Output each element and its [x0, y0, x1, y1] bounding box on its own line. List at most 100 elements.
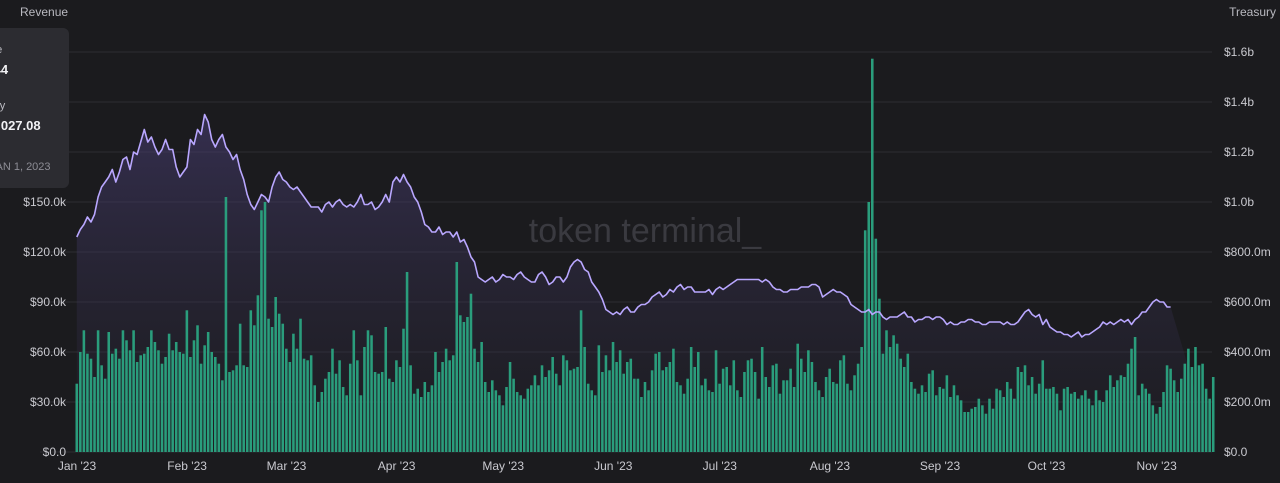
- revenue-bar: [1098, 400, 1101, 452]
- revenue-bar: [150, 330, 153, 452]
- revenue-bar: [558, 385, 562, 452]
- revenue-bar: [398, 367, 402, 452]
- revenue-bar: [970, 408, 974, 452]
- revenue-bar: [1002, 397, 1005, 452]
- revenue-bar: [824, 377, 828, 452]
- revenue-bar: [768, 387, 771, 452]
- revenue-bar: [842, 355, 846, 452]
- revenue-bar: [1201, 363, 1204, 452]
- revenue-bar: [789, 368, 792, 452]
- revenue-bar: [1211, 377, 1215, 452]
- revenue-bar: [494, 390, 498, 452]
- revenue-bar: [1037, 383, 1041, 452]
- revenue-bar: [505, 387, 508, 452]
- revenue-bar: [796, 343, 799, 452]
- tooltip-revenue-value: .44: [0, 62, 9, 77]
- revenue-bar: [679, 385, 682, 452]
- tooltip-treasury-value: 1,027.08: [0, 118, 41, 133]
- revenue-bar: [292, 333, 295, 452]
- revenue-bar: [988, 398, 991, 452]
- revenue-bar: [121, 330, 125, 452]
- revenue-bar: [295, 348, 299, 452]
- revenue-bar: [249, 310, 253, 452]
- revenue-bar: [782, 380, 785, 452]
- revenue-bar: [174, 342, 178, 452]
- revenue-bar: [370, 335, 373, 452]
- revenue-bar: [814, 382, 817, 452]
- revenue-bar: [1009, 388, 1013, 452]
- revenue-bar: [388, 378, 391, 452]
- right-y-tick-label: $600.0m: [1224, 295, 1271, 309]
- revenue-bar: [1052, 387, 1055, 452]
- revenue-bar: [654, 353, 657, 452]
- revenue-bar: [89, 358, 93, 452]
- revenue-bar: [228, 372, 231, 452]
- revenue-bar: [839, 360, 842, 452]
- revenue-bar: [863, 230, 867, 452]
- revenue-bar: [419, 397, 423, 452]
- revenue-bar: [949, 397, 952, 452]
- watermark: token terminal_: [529, 212, 763, 250]
- revenue-bar: [1158, 407, 1162, 452]
- revenue-bar: [686, 378, 689, 452]
- revenue-bar: [739, 397, 743, 452]
- revenue-bar: [139, 355, 142, 452]
- revenue-bar: [196, 325, 199, 452]
- revenue-bar: [167, 333, 171, 452]
- revenue-bar: [799, 358, 803, 452]
- revenue-bar: [1084, 390, 1087, 452]
- revenue-bar: [533, 375, 537, 452]
- revenue-bar: [480, 342, 483, 452]
- revenue-bar: [384, 327, 388, 452]
- revenue-bar: [491, 380, 494, 452]
- revenue-bar: [952, 385, 956, 452]
- revenue-bar: [849, 390, 853, 452]
- revenue-bar: [519, 395, 522, 452]
- revenue-bar: [1169, 368, 1172, 452]
- left-y-tick-label: $30.0k: [30, 395, 67, 409]
- x-tick-label: Mar '23: [267, 459, 307, 473]
- revenue-bar: [182, 353, 185, 452]
- revenue-bar: [1080, 395, 1084, 452]
- revenue-bar: [942, 388, 945, 452]
- revenue-bar: [100, 365, 103, 452]
- revenue-bar: [103, 378, 107, 452]
- revenue-bar: [672, 348, 675, 452]
- revenue-bar: [306, 360, 309, 452]
- revenue-bar: [416, 388, 419, 452]
- revenue-bar: [611, 342, 615, 452]
- revenue-bar: [1016, 367, 1020, 452]
- revenue-bar: [636, 378, 640, 452]
- left-y-tick-label: $60.0k: [30, 345, 67, 359]
- revenue-bar: [579, 310, 583, 452]
- revenue-bar: [299, 318, 302, 452]
- revenue-bar: [189, 357, 192, 452]
- revenue-bar: [1073, 392, 1076, 452]
- revenue-bar: [270, 327, 274, 452]
- left-axis-title: Revenue: [20, 5, 69, 19]
- revenue-bar: [235, 365, 238, 452]
- revenue-bar: [537, 385, 540, 452]
- x-tick-label: Nov '23: [1136, 459, 1177, 473]
- revenue-bar: [721, 368, 725, 452]
- revenue-bar: [231, 370, 235, 452]
- revenue-bar: [1197, 365, 1201, 452]
- revenue-bar: [810, 362, 814, 452]
- revenue-bar: [380, 372, 384, 452]
- revenue-bar: [203, 345, 206, 452]
- revenue-bar: [423, 382, 427, 452]
- revenue-bar: [1045, 388, 1048, 452]
- left-y-axis: $0.0 $30.0k $60.0k $90.0k $120.0k $150.0k: [23, 195, 67, 459]
- revenue-bar: [615, 362, 618, 452]
- revenue-bar: [253, 325, 256, 452]
- tooltip-treasury-label: ury: [0, 100, 6, 112]
- revenue-bar: [107, 332, 111, 452]
- revenue-bar: [331, 348, 334, 452]
- revenue-bar: [146, 347, 150, 452]
- revenue-bar: [313, 385, 316, 452]
- revenue-bar: [885, 330, 888, 452]
- revenue-bar: [1190, 367, 1194, 452]
- revenue-bar: [828, 368, 831, 452]
- revenue-bar: [640, 397, 643, 452]
- revenue-bar: [551, 357, 554, 452]
